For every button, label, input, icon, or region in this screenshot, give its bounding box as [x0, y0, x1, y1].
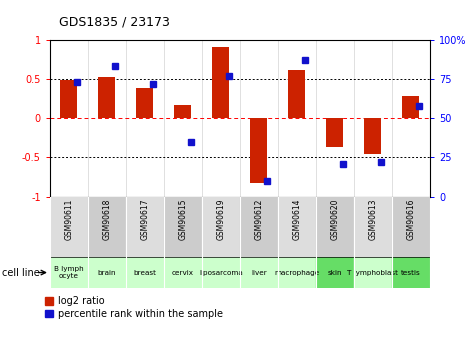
Text: skin: skin [328, 269, 342, 276]
Text: macrophage: macrophage [274, 269, 320, 276]
Bar [60, 80, 77, 118]
Bar [88, 257, 126, 288]
Text: testis: testis [401, 269, 421, 276]
Bar [392, 197, 430, 257]
Bar [250, 118, 267, 183]
Text: GSM90613: GSM90613 [369, 198, 377, 240]
Bar [316, 257, 354, 288]
Bar [98, 77, 115, 118]
Text: GSM90615: GSM90615 [179, 198, 187, 240]
Bar [240, 197, 278, 257]
Bar [164, 257, 202, 288]
Text: GSM90618: GSM90618 [103, 198, 111, 240]
Bar [126, 257, 164, 288]
Bar [136, 88, 153, 118]
Bar [240, 257, 278, 288]
Bar [202, 197, 240, 257]
Text: GSM90620: GSM90620 [331, 198, 339, 240]
Bar [202, 257, 240, 288]
Bar [392, 257, 430, 288]
Bar [364, 118, 381, 154]
Bar [354, 197, 392, 257]
Bar [288, 69, 305, 118]
Bar [50, 197, 88, 257]
Text: GDS1835 / 23173: GDS1835 / 23173 [59, 16, 170, 29]
Bar [278, 257, 316, 288]
Bar [88, 197, 126, 257]
Text: liver: liver [251, 269, 267, 276]
Bar [164, 197, 202, 257]
Bar [50, 257, 88, 288]
Bar [354, 257, 392, 288]
Text: T lymphoblast: T lymphoblast [347, 269, 399, 276]
Bar [212, 47, 229, 118]
Bar [326, 118, 343, 147]
Text: GSM90612: GSM90612 [255, 198, 263, 240]
Text: GSM90614: GSM90614 [293, 198, 301, 240]
Text: B lymph
ocyte: B lymph ocyte [54, 266, 84, 279]
Bar [174, 105, 191, 118]
Legend: log2 ratio, percentile rank within the sample: log2 ratio, percentile rank within the s… [45, 296, 223, 319]
Text: GSM90611: GSM90611 [65, 198, 73, 240]
Bar [402, 96, 419, 118]
Text: brain: brain [98, 269, 116, 276]
Bar [126, 197, 164, 257]
Text: cell line: cell line [2, 268, 40, 277]
Text: GSM90616: GSM90616 [407, 198, 415, 240]
Text: GSM90617: GSM90617 [141, 198, 149, 240]
Bar [316, 197, 354, 257]
Bar [278, 197, 316, 257]
Text: breast: breast [133, 269, 156, 276]
Text: cervix: cervix [172, 269, 194, 276]
Text: GSM90619: GSM90619 [217, 198, 225, 240]
Text: liposarcoma: liposarcoma [199, 269, 243, 276]
